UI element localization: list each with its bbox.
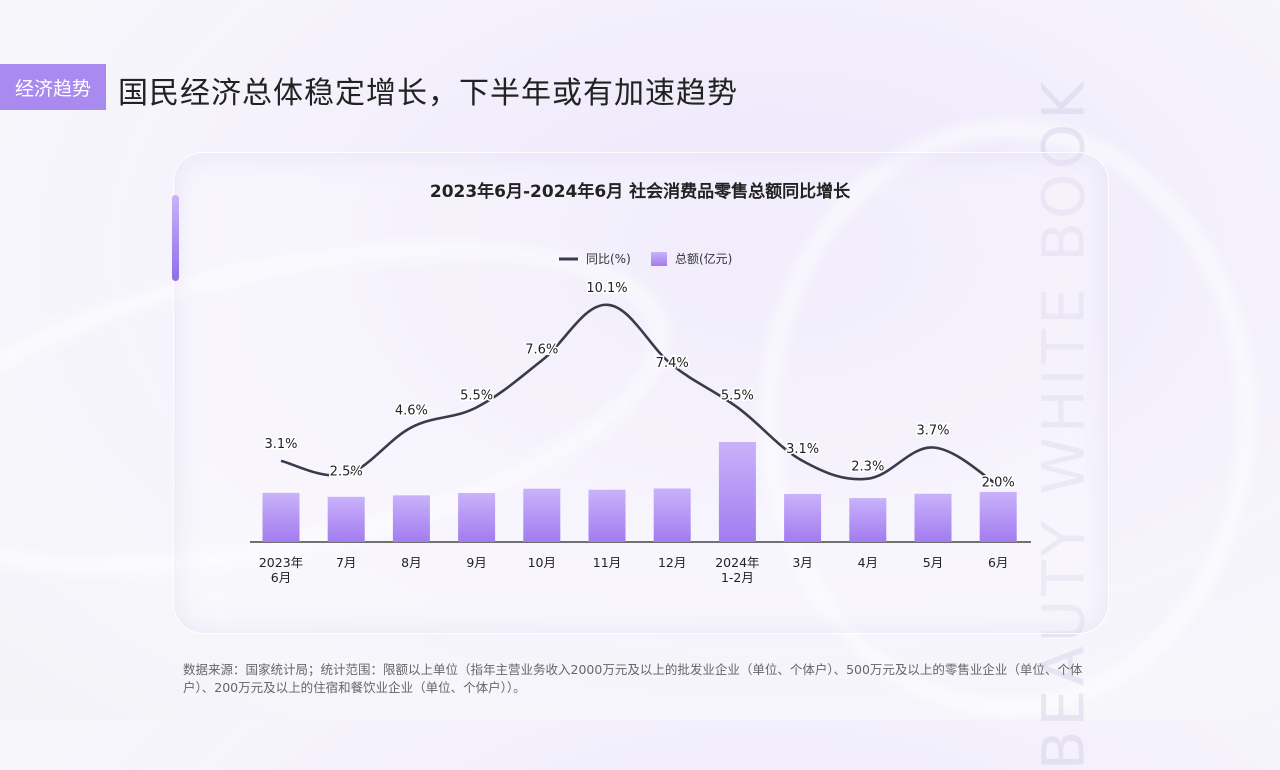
card-accent-bar xyxy=(172,195,179,281)
bar-3 xyxy=(458,493,496,542)
bar-1 xyxy=(327,496,365,542)
line-label-5: 10.1% xyxy=(586,281,627,296)
line-label-0: 3.1% xyxy=(264,437,297,452)
chart-card xyxy=(173,152,1109,634)
x-tick-label-0: 2023年 6月 xyxy=(259,555,303,585)
x-tick-label-9: 4月 xyxy=(858,555,878,570)
bar-6 xyxy=(653,488,691,542)
section-tag: 经济趋势 xyxy=(0,64,106,110)
bar-2 xyxy=(392,495,430,542)
line-label-10: 3.7% xyxy=(916,423,949,438)
line-label-11: 2.0% xyxy=(982,475,1015,490)
bar-11 xyxy=(979,491,1017,542)
legend-line-label: 同比(%) xyxy=(586,252,631,266)
x-tick-label-7: 2024年 1-2月 xyxy=(715,555,759,585)
x-tick-label-6: 12月 xyxy=(658,555,686,570)
chart-legend: 同比(%) 总额(亿元) xyxy=(559,251,732,266)
page-title: 国民经济总体稳定增长，下半年或有加速趋势 xyxy=(118,76,738,111)
line-label-3: 5.5% xyxy=(460,388,493,403)
line-label-1: 2.5% xyxy=(330,464,363,479)
x-tick-label-10: 5月 xyxy=(923,555,943,570)
line-label-8: 3.1% xyxy=(786,442,819,457)
bar-8 xyxy=(784,494,822,542)
line-label-6: 7.4% xyxy=(656,356,689,371)
chart-title: 2023年6月-2024年6月 社会消费品零售总额同比增长 xyxy=(429,182,851,202)
legend-bar-label: 总额(亿元) xyxy=(675,251,732,266)
line-label-7: 5.5% xyxy=(721,388,754,403)
bar-0 xyxy=(262,492,300,542)
chart-svg: 同比(%) 总额(亿元) 3.1% 2.5% 4.6% 5.5% 7.6% 10.1% 7.… xyxy=(250,251,1031,585)
bar-7 xyxy=(718,442,756,542)
line-label-2: 4.6% xyxy=(395,403,428,418)
x-tick-label-5: 11月 xyxy=(593,555,621,570)
bar-9 xyxy=(849,498,887,542)
x-tick-label-11: 6月 xyxy=(988,555,1008,570)
legend-bar-swatch xyxy=(651,252,667,266)
line-label-9: 2.3% xyxy=(851,460,884,475)
x-tick-label-3: 9月 xyxy=(466,555,486,570)
bar-10 xyxy=(914,493,952,542)
bar-5 xyxy=(588,489,626,542)
yoy-line xyxy=(280,303,999,487)
x-tick-label-2: 8月 xyxy=(401,555,421,570)
x-tick-label-1: 7月 xyxy=(336,555,356,570)
x-tick-label-8: 3月 xyxy=(792,555,812,570)
bar-4 xyxy=(523,488,561,542)
line-label-4: 7.6% xyxy=(525,343,558,358)
x-tick-label-4: 10月 xyxy=(528,555,556,570)
footnote: 数据来源：国家统计局；统计范围：限额以上单位（指年主营业务收入2000万元及以上… xyxy=(183,662,1083,695)
